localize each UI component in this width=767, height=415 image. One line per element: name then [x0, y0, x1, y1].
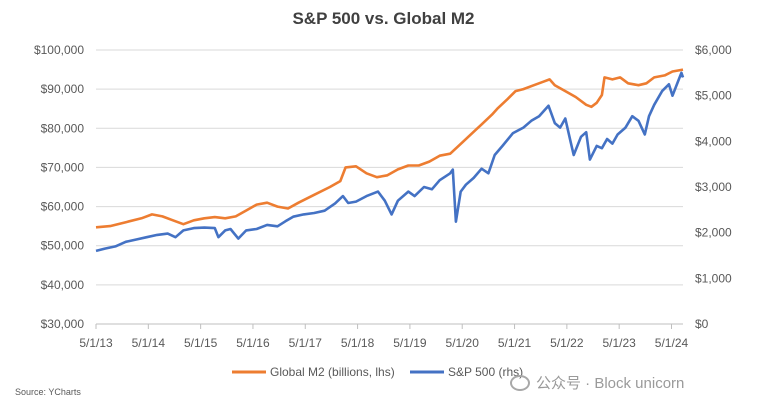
- source-note: Source: YCharts: [15, 387, 81, 397]
- right-tick-label: $3,000: [695, 180, 732, 194]
- right-tick-label: $0: [695, 317, 709, 331]
- x-tick-label: 5/1/14: [132, 336, 166, 350]
- legend-spx-label: S&P 500 (rhs): [448, 365, 523, 379]
- legend: Global M2 (billions, lhs) S&P 500 (rhs): [232, 365, 523, 379]
- x-tick-label: 5/1/23: [602, 336, 636, 350]
- watermark-text: 公众号 · Block unicorn: [536, 375, 685, 392]
- right-tick-label: $2,000: [695, 226, 732, 240]
- x-tick-label: 5/1/21: [498, 336, 532, 350]
- left-tick-label: $30,000: [41, 317, 85, 331]
- left-tick-label: $80,000: [41, 121, 85, 135]
- left-tick-label: $60,000: [41, 200, 85, 214]
- left-tick-label: $40,000: [41, 278, 85, 292]
- series-line-sp500: [95, 71, 685, 253]
- x-tick-label: 5/1/20: [446, 336, 480, 350]
- right-tick-label: $4,000: [695, 134, 732, 148]
- right-axis: $0 $1,000 $2,000 $3,000 $4,000 $5,000 $6,000: [695, 43, 732, 331]
- right-tick-label: $5,000: [695, 89, 732, 103]
- x-tick-label: 5/1/15: [184, 336, 218, 350]
- wechat-icon: [510, 374, 530, 391]
- left-tick-label: $100,000: [34, 43, 84, 57]
- right-tick-label: $1,000: [695, 271, 732, 285]
- x-tick-label: 5/1/13: [79, 336, 113, 350]
- x-axis: 5/1/13 5/1/14 5/1/15 5/1/16 5/1/17 5/1/18 5/1/…: [79, 324, 688, 350]
- x-tick-label: 5/1/22: [550, 336, 584, 350]
- x-tick-label: 5/1/16: [236, 336, 270, 350]
- legend-m2-label: Global M2 (billions, lhs): [270, 365, 395, 379]
- left-tick-label: $90,000: [41, 82, 85, 96]
- x-tick-label: 5/1/19: [393, 336, 427, 350]
- series-line-global-m2: [95, 68, 684, 229]
- x-tick-label: 5/1/18: [341, 336, 375, 350]
- right-tick-label: $6,000: [695, 43, 732, 57]
- chart-title: S&P 500 vs. Global M2: [292, 9, 475, 28]
- gridlines: [96, 49, 683, 325]
- series-lines: [95, 68, 685, 253]
- left-axis: $30,000 $40,000 $50,000 $60,000 $70,000 $80,0…: [34, 43, 84, 331]
- left-tick-label: $50,000: [41, 239, 85, 253]
- x-tick-label: 5/1/24: [655, 336, 689, 350]
- x-tick-label: 5/1/17: [289, 336, 323, 350]
- watermark: 公众号 · Block unicorn: [510, 372, 684, 393]
- left-tick-label: $70,000: [41, 160, 85, 174]
